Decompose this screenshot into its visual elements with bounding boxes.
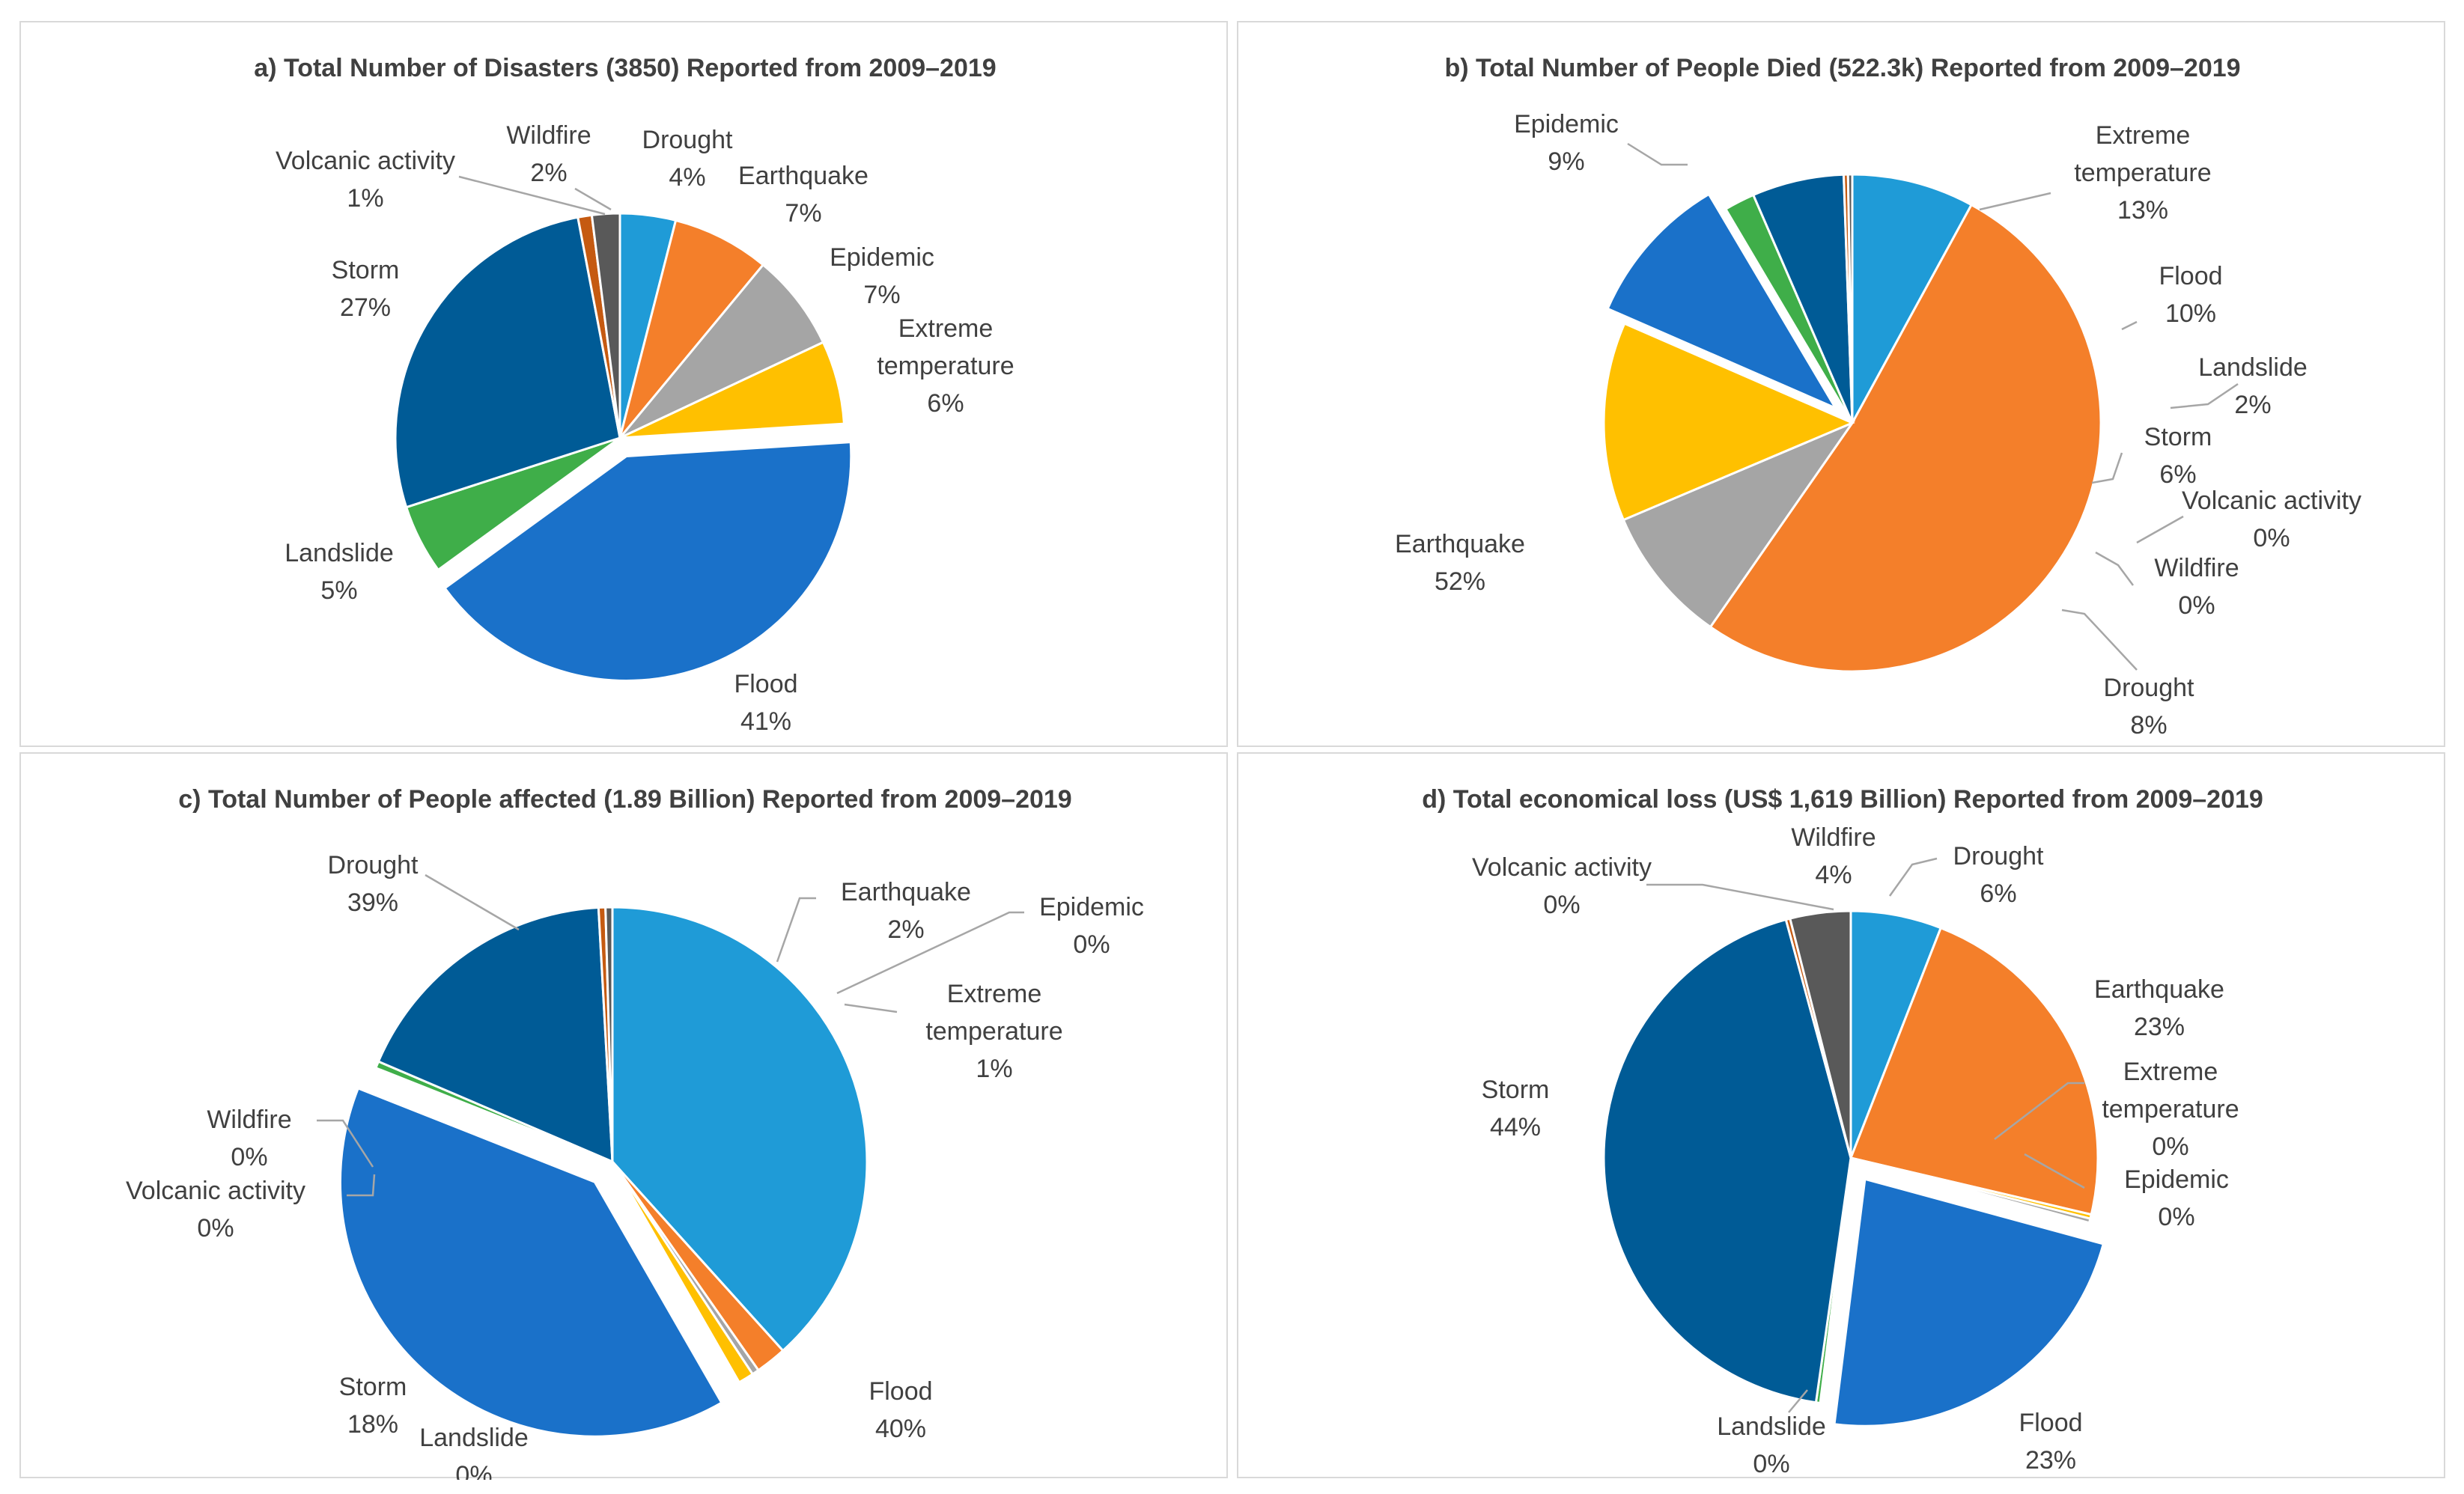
data-label-earthquake: Earthquake 2% — [841, 878, 971, 944]
pie-chart-c: c) Total Number of People affected (1.89… — [126, 785, 1144, 1480]
pie-slice-extreme-temperature — [1602, 322, 1855, 522]
data-label-volcanic-activity: Volcanic activity 0% — [126, 1177, 305, 1243]
data-label-landslide: Landslide 0% — [1717, 1412, 1826, 1478]
pie-slice-drought — [1849, 909, 1943, 1159]
pie-slice-storm — [1751, 173, 1854, 424]
data-label-flood: Flood 10% — [2159, 262, 2222, 328]
data-label-storm: Storm 27% — [332, 256, 400, 322]
chart-title: b) Total Number of People Died (522.3k) … — [1444, 54, 2240, 82]
data-label-earthquake: Earthquake 7% — [738, 162, 869, 228]
data-label-drought: Drought 39% — [328, 851, 419, 917]
leader-line-wildfire — [574, 187, 612, 211]
leader-line-volcanic-activity — [2136, 515, 2184, 544]
pie-slice-earthquake — [1849, 926, 2099, 1216]
leader-line-volcanic-activity — [1646, 883, 1834, 911]
pie-slice-earthquake — [618, 219, 765, 439]
pie-slice-drought — [611, 906, 869, 1353]
data-label-landslide: Landslide 5% — [285, 539, 394, 605]
leader-line-extreme-temperature — [844, 1003, 898, 1013]
pie-slice-wildfire — [1788, 909, 1852, 1159]
leader-line-drought — [2061, 609, 2138, 671]
pie-slice-storm — [394, 216, 621, 509]
data-label-extreme-temperature: Extreme temperature 0% — [2102, 1058, 2239, 1161]
data-label-extreme-temperature: Extreme temperature 1% — [925, 980, 1062, 1083]
pie-slice-epidemic — [618, 263, 825, 439]
leader-line-landslide — [2170, 382, 2239, 409]
leader-line-earthquake — [776, 897, 816, 963]
leader-line-extreme-temperature — [1979, 192, 2051, 211]
pie-slice-extreme-temperature — [619, 341, 846, 439]
pie-slice-drought — [1851, 173, 1974, 424]
chart-panel-c: c) Total Number of People affected (1.89… — [19, 752, 1228, 1480]
leader-line-wildfire — [317, 1119, 374, 1168]
data-label-extreme-temperature: Extreme temperature 6% — [877, 314, 1014, 418]
data-label-epidemic: Epidemic 9% — [1514, 110, 1619, 176]
data-label-earthquake: Earthquake 52% — [1395, 530, 1525, 596]
pie-slice-storm — [1602, 918, 1852, 1404]
pie-slice-flood — [1606, 192, 1839, 411]
data-label-epidemic: Epidemic 0% — [1039, 893, 1144, 959]
data-label-extreme-temperature: Extreme temperature 13% — [2074, 121, 2211, 225]
leader-line-drought — [1888, 857, 1938, 897]
data-label-drought: Drought 4% — [642, 126, 734, 192]
leader-line-volcanic-activity — [458, 175, 606, 216]
chart-panel-a: a) Total Number of Disasters (3850) Repo… — [19, 21, 1228, 747]
chart-title: d) Total economical loss (US$ 1,619 Bill… — [1422, 785, 2263, 814]
chart-title: a) Total Number of Disasters (3850) Repo… — [254, 54, 996, 82]
data-label-wildfire: Wildfire 0% — [207, 1106, 291, 1171]
pie-slice-earthquake — [1709, 203, 2102, 673]
pie-slice-flood — [443, 441, 853, 682]
leader-line-epidemic — [836, 911, 1024, 995]
data-label-drought: Drought 8% — [2104, 674, 2195, 740]
data-label-volcanic-activity: Volcanic activity 1% — [276, 147, 455, 213]
data-label-epidemic: Epidemic 7% — [830, 243, 934, 309]
pie-slice-flood — [338, 1087, 723, 1438]
data-label-volcanic-activity: Volcanic activity 0% — [1472, 853, 1652, 919]
data-label-storm: Storm 44% — [1482, 1076, 1550, 1141]
data-label-flood: Flood 41% — [734, 670, 797, 736]
pie-slice-flood — [1833, 1177, 2105, 1427]
pie-slice-wildfire — [1846, 173, 1854, 424]
data-label-storm: Storm 6% — [2144, 423, 2212, 489]
leader-line-epidemic — [2024, 1153, 2085, 1189]
data-label-volcanic-activity: Volcanic activity 0% — [2182, 487, 2361, 552]
data-label-storm: Storm 18% — [339, 1373, 407, 1439]
pie-slice-storm — [377, 906, 614, 1164]
leader-line-epidemic — [1627, 142, 1688, 166]
data-label-earthquake: Earthquake 23% — [2094, 975, 2224, 1041]
pie-chart-d: d) Total economical loss (US$ 1,619 Bill… — [1422, 785, 2263, 1478]
leader-line-storm — [2091, 452, 2123, 484]
data-label-wildfire: Wildfire 0% — [2154, 554, 2239, 620]
chart-panel-d: d) Total economical loss (US$ 1,619 Bill… — [1237, 752, 2445, 1478]
pie-chart-b: b) Total Number of People Died (522.3k) … — [1395, 54, 2361, 740]
data-label-drought: Drought 6% — [1953, 842, 2045, 908]
data-label-landslide: Landslide 0% — [419, 1424, 529, 1480]
data-label-epidemic: Epidemic 0% — [2124, 1165, 2229, 1231]
leader-line-landslide — [1788, 1389, 1808, 1413]
data-label-wildfire: Wildfire 2% — [506, 121, 591, 187]
data-label-flood: Flood 23% — [2019, 1409, 2082, 1475]
pie-slice-epidemic — [1850, 1156, 2092, 1225]
pie-slice-extreme-temperature — [611, 1161, 755, 1384]
leader-line-volcanic-activity — [347, 1174, 376, 1197]
data-label-flood: Flood 40% — [869, 1377, 932, 1443]
pie-chart-a: a) Total Number of Disasters (3850) Repo… — [254, 54, 1014, 736]
leader-line-extreme-temperature — [1994, 1082, 2084, 1140]
leader-line-drought — [425, 873, 520, 931]
data-label-wildfire: Wildfire 4% — [1791, 823, 1876, 889]
pie-slice-epidemic — [1622, 420, 1856, 629]
leader-line-flood — [2121, 320, 2138, 331]
leader-line-wildfire — [2095, 551, 2135, 586]
chart-panel-b: b) Total Number of People Died (522.3k) … — [1237, 21, 2445, 747]
pie-slice-wildfire — [590, 212, 621, 439]
pie-slice-wildfire — [604, 906, 614, 1162]
chart-title: c) Total Number of People affected (1.89… — [178, 785, 1071, 814]
data-label-landslide: Landslide 2% — [2198, 353, 2308, 419]
